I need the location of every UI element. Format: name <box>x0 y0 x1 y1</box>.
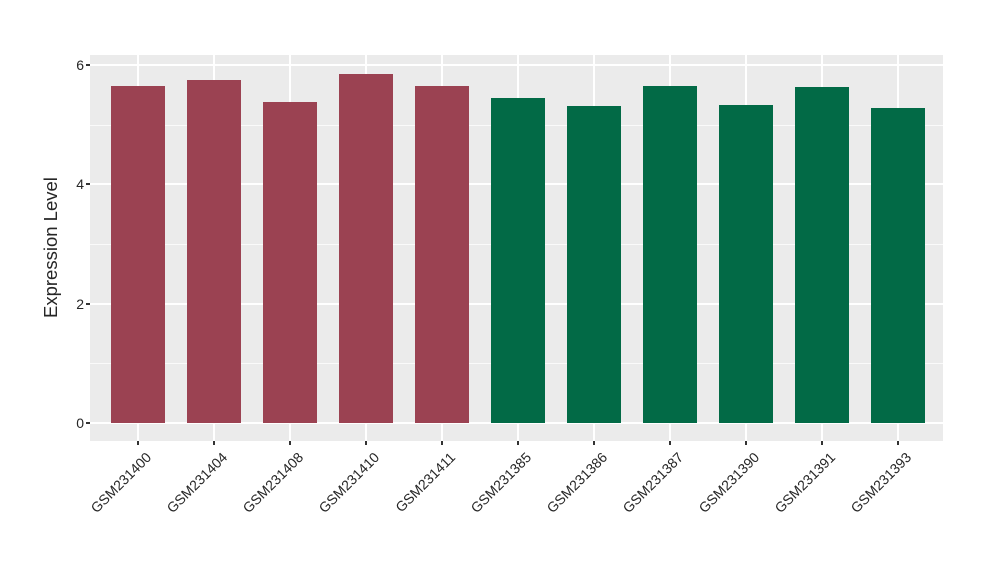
x-tick-mark <box>897 441 899 445</box>
x-tick-mark <box>821 441 823 445</box>
x-tick-mark <box>517 441 519 445</box>
bar <box>643 86 697 423</box>
x-tick-mark <box>593 441 595 445</box>
bar <box>339 74 393 423</box>
bar <box>795 87 849 423</box>
y-tick-label: 4 <box>76 176 84 192</box>
bar <box>263 102 317 423</box>
y-tick-label: 0 <box>76 415 84 431</box>
bar <box>567 106 621 423</box>
y-tick-mark <box>86 422 90 424</box>
y-tick-label: 6 <box>76 57 84 73</box>
gridline-major-y <box>90 64 943 66</box>
x-tick-mark <box>213 441 215 445</box>
y-tick-mark <box>86 64 90 66</box>
plot-panel <box>90 55 943 441</box>
bar <box>491 98 545 423</box>
y-axis-title: Expression Level <box>40 177 61 319</box>
y-tick-label: 2 <box>76 296 84 312</box>
gridline-major-y <box>90 422 943 424</box>
bar <box>871 108 925 423</box>
bar <box>415 86 469 423</box>
y-tick-mark <box>86 303 90 305</box>
x-tick-mark <box>137 441 139 445</box>
x-tick-mark <box>745 441 747 445</box>
bar <box>187 80 241 423</box>
x-tick-mark <box>289 441 291 445</box>
bar <box>719 105 773 423</box>
x-tick-mark <box>669 441 671 445</box>
bar <box>111 86 165 423</box>
x-tick-mark <box>441 441 443 445</box>
x-tick-mark <box>365 441 367 445</box>
y-tick-mark <box>86 183 90 185</box>
